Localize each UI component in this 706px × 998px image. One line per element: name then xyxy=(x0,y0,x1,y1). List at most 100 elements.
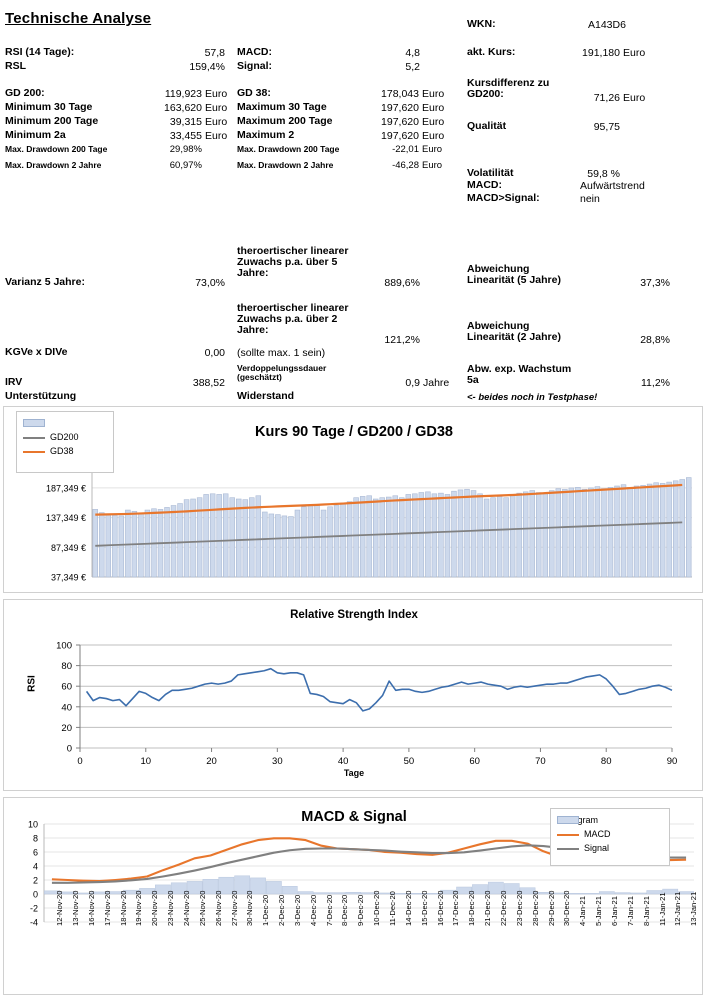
svg-text:10: 10 xyxy=(28,820,38,830)
lin5-label: theroertischer linearer Zuwachs p.a. übe… xyxy=(237,245,349,280)
wkn-label: WKN: xyxy=(467,18,496,30)
kurs-chart-legend[interactable]: Kurs GD200 GD38 xyxy=(16,411,114,473)
legend-item-gd200[interactable]: GD200 xyxy=(23,430,107,444)
drawdown-2j-right-label: Max. Drawdown 2 Jahre xyxy=(237,160,334,170)
bar-swatch-icon xyxy=(23,419,45,427)
wkn-value: A143D6 xyxy=(588,19,626,31)
min200-label: Minimum 200 Tage xyxy=(5,115,99,127)
min200-value: 39,315 xyxy=(169,116,202,128)
drawdown-2j-label: Max. Drawdown 2 Jahre xyxy=(5,160,102,170)
max200-unit: Euro xyxy=(422,116,445,128)
drawdown-200-right-label: Max. Drawdown 200 Tage xyxy=(237,144,340,154)
lin5-value: 889,6% xyxy=(384,277,420,289)
svg-text:137,349 €: 137,349 € xyxy=(46,513,86,523)
macd-x-tick: 9-Dec-20 xyxy=(356,894,366,926)
kgve-value: 0,00 xyxy=(204,347,225,359)
macd-trend-label: MACD: xyxy=(467,179,502,191)
rsi-x-axis-label: Tage xyxy=(343,768,365,778)
bar-swatch-icon xyxy=(557,816,579,824)
macd-value: 4,8 xyxy=(405,47,420,59)
svg-text:-4: -4 xyxy=(30,918,38,928)
max30-unit: Euro xyxy=(422,102,445,114)
macd-x-tick: 4-Jan-21 xyxy=(578,896,588,926)
macd-x-tick: 12-Jan-21 xyxy=(673,891,683,926)
kursdifferenz-value: 71,26 xyxy=(593,92,620,104)
gd200-value: 119,923 xyxy=(164,88,202,100)
max200-label: Maximum 200 Tage xyxy=(237,115,333,127)
line-swatch-icon xyxy=(557,847,579,850)
macd-x-tick: 30-Nov-20 xyxy=(245,890,255,926)
akt-kurs-unit: Euro xyxy=(623,47,646,59)
macd-x-tick: 12-Nov-20 xyxy=(55,890,65,926)
macd-x-tick: 2-Dec-20 xyxy=(277,894,287,926)
rsi-chart-panel: Relative Strength Index 0 20 40 60 80 100 0 10 2… xyxy=(3,599,703,791)
abw2-label: Abweichung Linearität (2 Jahre) xyxy=(467,320,561,344)
svg-text:20: 20 xyxy=(206,756,217,767)
volatilitaet-value: 59,8 % xyxy=(587,168,620,180)
drawdown-2j-right-value: -46,28 xyxy=(392,160,419,171)
macd-x-tick: 5-Jan-21 xyxy=(594,896,604,926)
legend-item-macd[interactable]: MACD xyxy=(557,827,663,841)
macd-chart-legend[interactable]: Histogram MACD Signal xyxy=(550,808,670,866)
macd-x-tick: 7-Dec-20 xyxy=(324,894,334,926)
line-swatch-icon xyxy=(23,436,45,439)
svg-text:10: 10 xyxy=(140,756,151,767)
verdoppelungsdauer-unit: Jahre xyxy=(423,377,450,389)
svg-text:-2: -2 xyxy=(30,904,38,914)
macd-x-tick: 16-Nov-20 xyxy=(86,890,96,926)
legend-label-macd: MACD xyxy=(584,829,611,839)
akt-kurs-value: 191,180 xyxy=(582,47,620,59)
macd-x-tick: 7-Jan-21 xyxy=(625,896,635,926)
kurs-chart-canvas: 187,349 € 137,349 € 87,349 € 37,349 € xyxy=(46,449,692,583)
macd-x-tick: 26-Nov-20 xyxy=(213,890,223,926)
macd-x-tick: 6-Jan-21 xyxy=(610,896,619,926)
max2-value: 197,620 xyxy=(381,130,419,142)
svg-text:60: 60 xyxy=(61,682,72,693)
widerstand-label: Widerstand xyxy=(237,390,295,402)
svg-text:80: 80 xyxy=(61,661,72,672)
macd-x-tick: 3-Dec-20 xyxy=(292,894,302,926)
min30-label: Minimum 30 Tage xyxy=(5,101,93,113)
macd-x-tick: 17-Nov-20 xyxy=(102,890,112,926)
macd-x-tick: 23-Dec-20 xyxy=(514,890,524,926)
abw-exp-value: 11,2% xyxy=(641,377,670,389)
macd-x-tick: 23-Nov-20 xyxy=(166,890,176,926)
kgve-label: KGVe x DIVe xyxy=(5,346,68,358)
min30-value: 163,620 xyxy=(164,102,202,114)
gd200-label: GD 200: xyxy=(5,87,45,99)
gd38-value: 178,043 xyxy=(381,88,419,100)
macd-x-tick: 16-Dec-20 xyxy=(435,890,445,926)
svg-text:90: 90 xyxy=(667,756,678,767)
macd-x-tick: 11-Dec-20 xyxy=(388,891,398,926)
technical-analysis-sheet: Technische Analyse RSI (14 Tage): 57,8 R… xyxy=(0,0,706,405)
legend-item-signal[interactable]: Signal xyxy=(557,841,663,855)
max200-value: 197,620 xyxy=(381,116,419,128)
drawdown-200-label: Max. Drawdown 200 Tage xyxy=(5,144,108,154)
kurs-chart-panel: Kurs 90 Tage / GD200 / GD38 187,349 € 137… xyxy=(3,406,703,593)
kurs-chart-title: Kurs 90 Tage / GD200 / GD38 xyxy=(255,424,453,440)
macd-chart-panel: MACD & Signal -4 -2 0 2 4 6 8 10 Histogram MACD… xyxy=(3,797,703,995)
macd-x-tick: 8-Jan-21 xyxy=(641,896,651,926)
macd-x-tick: 25-Nov-20 xyxy=(197,890,207,926)
svg-text:6: 6 xyxy=(33,848,38,858)
varianz-value: 73,0% xyxy=(195,277,225,289)
lin2-value: 121,2% xyxy=(384,334,420,346)
svg-text:87,349 €: 87,349 € xyxy=(51,543,86,553)
signal-label: Signal: xyxy=(237,60,273,72)
legend-item-gd38[interactable]: GD38 xyxy=(23,444,107,458)
varianz-label: Varianz 5 Jahre: xyxy=(5,276,85,288)
legend-item-histogram[interactable]: Histogram xyxy=(557,813,663,827)
macd-x-tick: 10-Dec-20 xyxy=(372,890,382,926)
legend-item-kurs[interactable]: Kurs xyxy=(23,416,107,430)
macd-x-tick: 13-Nov-20 xyxy=(70,890,80,926)
max2-label: Maximum 2 xyxy=(237,129,295,141)
max30-label: Maximum 30 Tage xyxy=(237,101,327,113)
macd-x-tick: 4-Dec-20 xyxy=(308,894,318,926)
rsl-label: RSL xyxy=(5,60,26,72)
min2a-label: Minimum 2a xyxy=(5,129,66,141)
kursdifferenz-label: Kursdifferenz zu GD200: xyxy=(467,77,550,101)
page-title: Technische Analyse xyxy=(5,10,152,27)
signal-value: 5,2 xyxy=(405,61,420,73)
macd-x-tick: 18-Nov-20 xyxy=(118,890,128,926)
svg-text:100: 100 xyxy=(56,641,72,652)
